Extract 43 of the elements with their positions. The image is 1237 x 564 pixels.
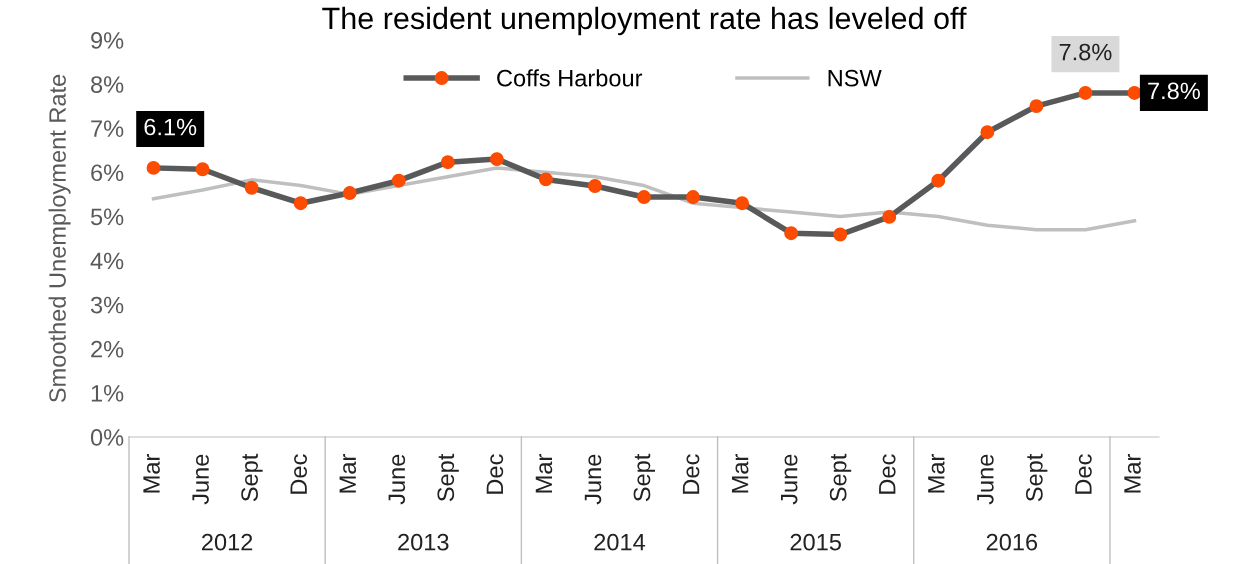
text: 2016 — [986, 533, 1038, 551]
text: 2014 — [594, 533, 646, 551]
legend-label: NSW — [828, 69, 882, 87]
x-tick-label: Mar — [928, 454, 945, 493]
x-tick-label: June — [781, 454, 798, 505]
x-tick-label: June — [192, 454, 209, 505]
y-tick-label: 9% — [91, 32, 124, 49]
y-tick-label: 6% — [91, 164, 124, 182]
x-tick-label: Sept — [829, 453, 852, 502]
data-label: 7.8% — [1148, 82, 1200, 100]
x-tick-label: Sept — [241, 453, 263, 502]
x-tick-label: Dec — [879, 454, 896, 494]
chart-title: The resident unemployment rate has leveled off — [322, 6, 967, 36]
x-tick-label: Mar — [1124, 454, 1141, 493]
x-tick-label: Dec — [290, 454, 307, 494]
y-tick-label: 2% — [91, 340, 124, 358]
x-tick-label: Sept — [633, 453, 655, 502]
x-tick-label: Dec — [682, 454, 700, 494]
x-tick-label: Mar — [339, 454, 357, 493]
y-tick-label: 4% — [90, 252, 124, 270]
x-tick-label: Sept — [437, 453, 459, 502]
text: 2015 — [790, 533, 841, 551]
y-tick-label: 1% — [91, 385, 124, 402]
text: 2013 — [398, 533, 449, 551]
legend-label: Coffs Harbour — [497, 69, 643, 87]
y-axis-title: Smoothed Unemployment Rate — [48, 74, 71, 403]
x-tick-label: Sept — [1026, 453, 1048, 502]
y-tick-label: 7% — [91, 120, 124, 137]
y-tick-label: 5% — [90, 208, 124, 226]
x-tick-label: Mar — [731, 454, 749, 493]
x-tick-label: Mar — [143, 454, 160, 493]
x-tick-label: June — [584, 454, 602, 505]
y-tick-label: 3% — [90, 296, 124, 314]
x-tick-label: Dec — [1075, 454, 1092, 494]
text: 2012 — [202, 533, 253, 551]
x-tick-label: Mar — [535, 454, 553, 493]
y-tick-label: 8% — [91, 76, 124, 93]
x-tick-label: June — [977, 454, 994, 505]
data-label: 6.1% — [144, 118, 197, 136]
data-label: 7.8% — [1059, 43, 1112, 61]
y-tick-label: 0% — [90, 429, 124, 446]
x-tick-label: Dec — [486, 454, 504, 494]
x-tick-label: June — [388, 454, 406, 505]
